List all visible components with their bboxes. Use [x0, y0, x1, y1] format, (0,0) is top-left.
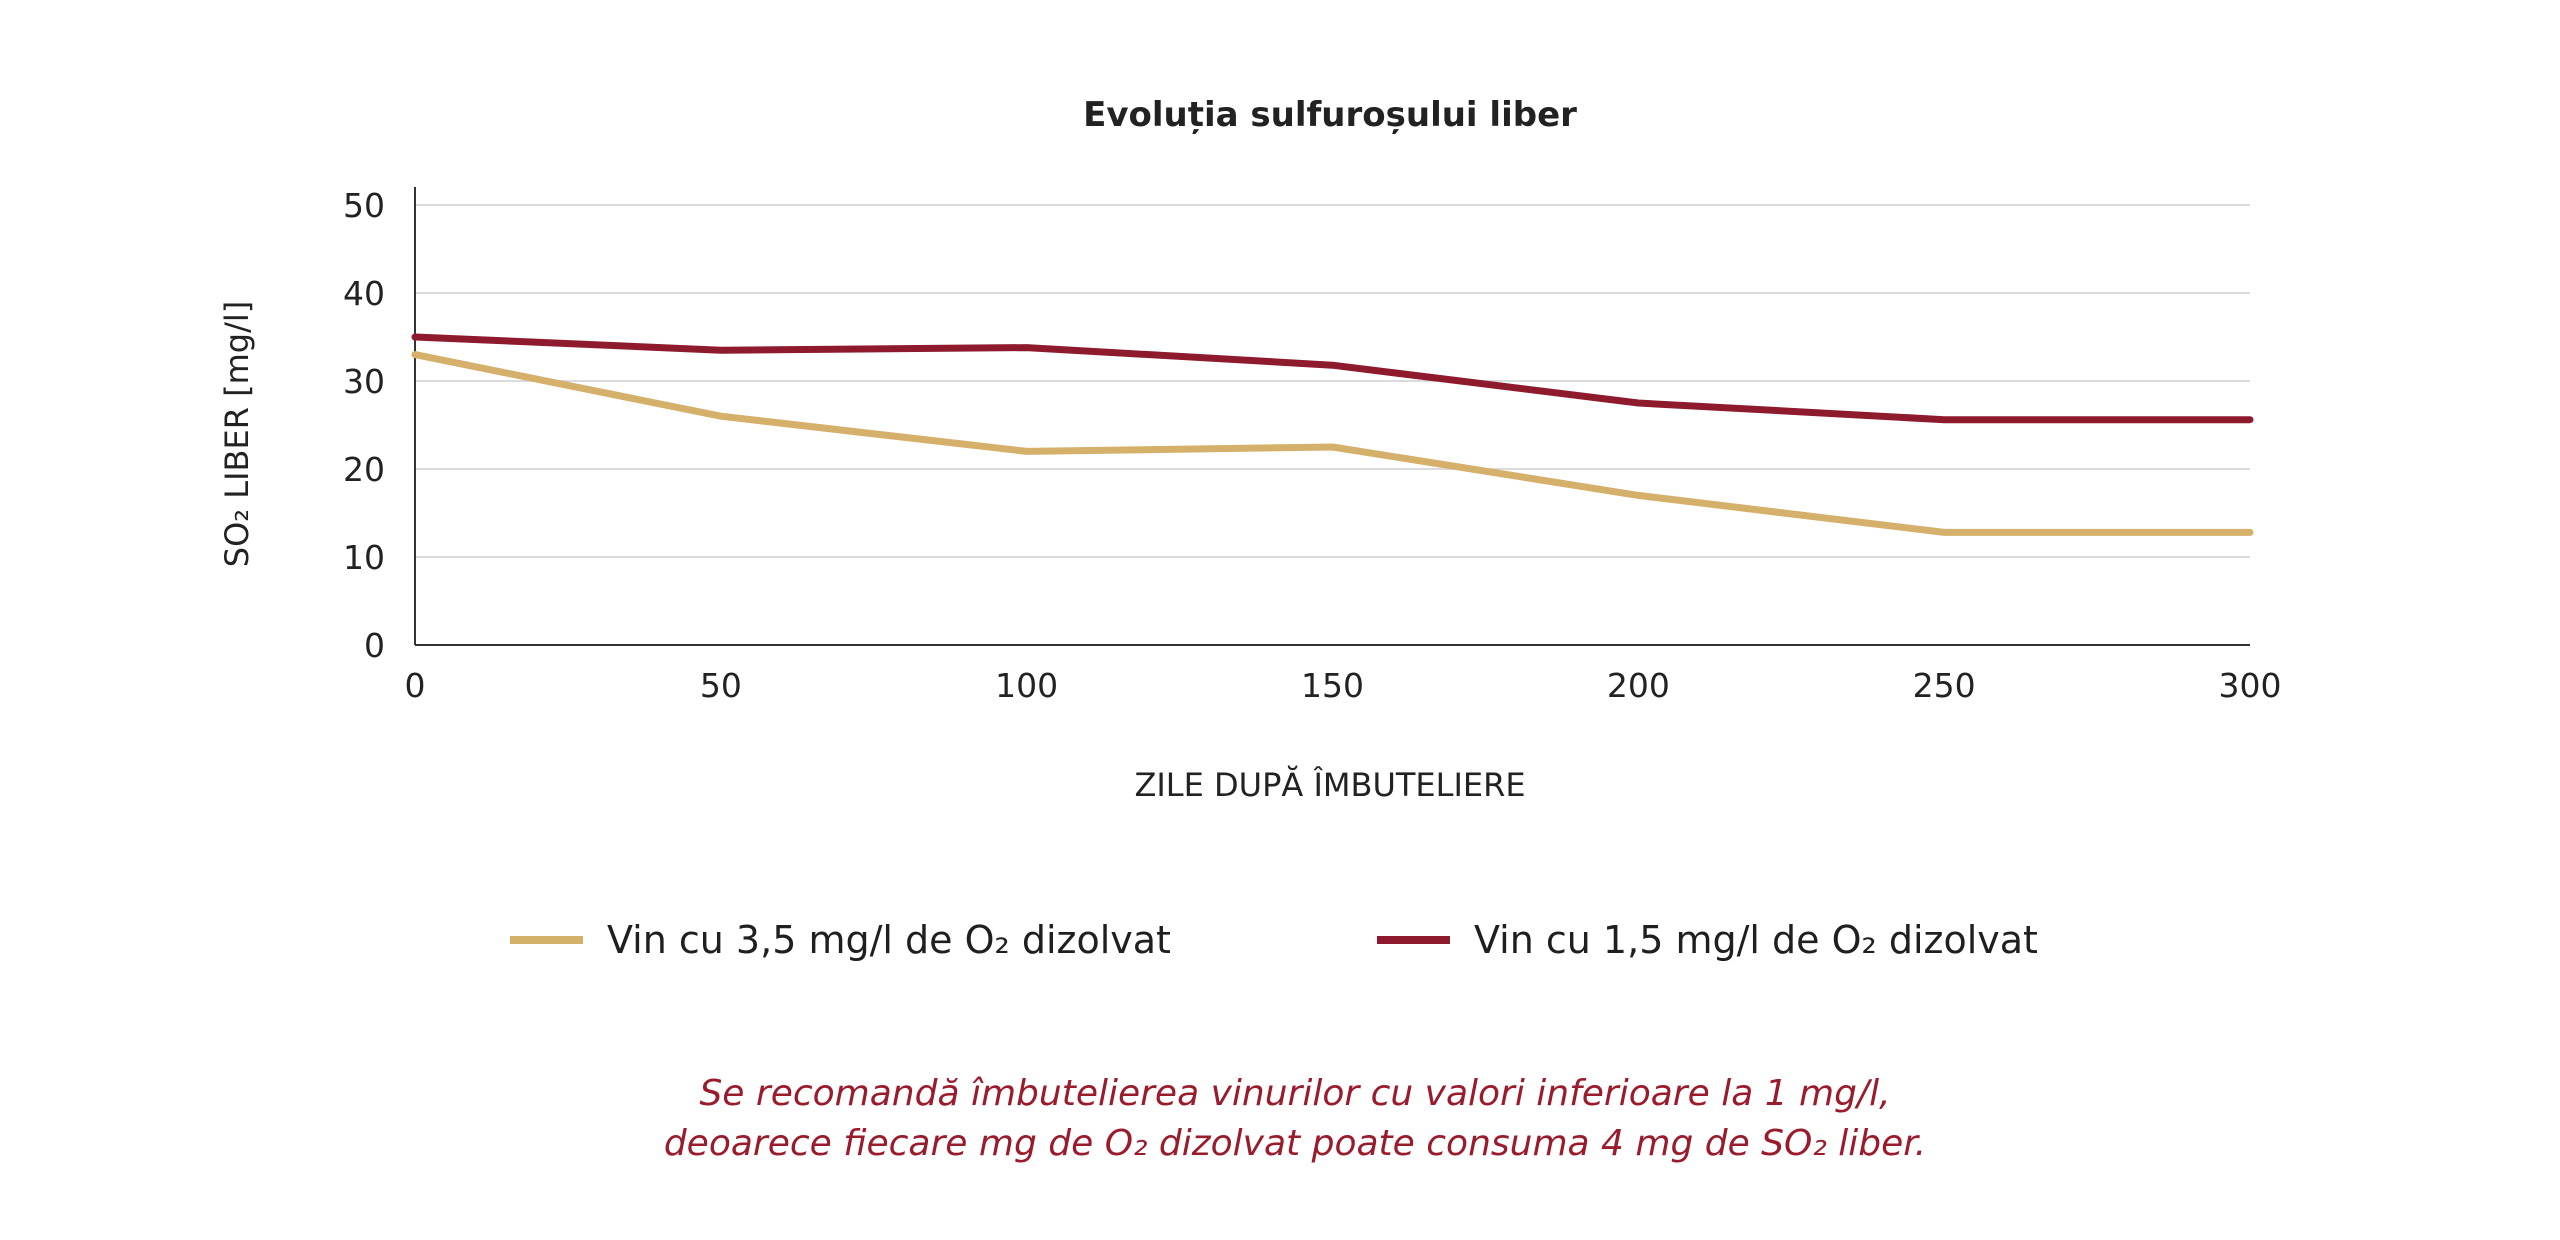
x-tick-label-150: 150: [1301, 666, 1364, 705]
series-line-1: [411, 351, 2254, 536]
data-point-series-2-6: [2249, 418, 2252, 421]
x-tick-label-50: 50: [700, 666, 742, 705]
data-point-series-1-5: [1943, 531, 1946, 534]
grid-lines: [415, 204, 2250, 558]
y-tick-labels: 0 10 20 30 40 50: [343, 186, 385, 665]
x-tick-label-250: 250: [1913, 666, 1976, 705]
data-point-series-1-2: [1025, 450, 1028, 453]
x-tick-label-0: 0: [405, 666, 426, 705]
y-tick-label-20: 20: [343, 450, 385, 489]
legend-label-series-1: Vin cu 3,5 mg/l de O₂ dizolvat: [607, 918, 1171, 962]
data-point-series-1-3: [1331, 446, 1334, 449]
data-point-series-2-0: [414, 336, 417, 339]
recommendation-note: Se recomandă îmbutelierea vinurilor cu v…: [664, 1073, 1926, 1164]
y-tick-label-0: 0: [364, 626, 385, 665]
x-axis-label: ZILE DUPĂ ÎMBUTELIERE: [1134, 765, 1525, 804]
legend-label-series-2: Vin cu 1,5 mg/l de O₂ dizolvat: [1474, 918, 2038, 962]
chart-title: Evoluția sulfuroșului liber: [1083, 95, 1577, 135]
data-point-series-1-0: [414, 353, 417, 356]
x-tick-label-300: 300: [2219, 666, 2282, 705]
note-line-2: deoarece fiecare mg de O₂ dizolvat poate…: [664, 1123, 1926, 1164]
y-axis-label: SO₂ LIBER [mg/l]: [218, 301, 256, 567]
y-tick-label-10: 10: [343, 538, 385, 577]
data-point-series-1-1: [719, 415, 722, 418]
y-tick-label-50: 50: [343, 186, 385, 225]
x-tick-label-100: 100: [995, 666, 1058, 705]
series-line-2: [411, 333, 2254, 424]
data-point-series-2-3: [1331, 364, 1334, 367]
y-tick-label-40: 40: [343, 274, 385, 313]
data-point-series-2-4: [1637, 402, 1640, 405]
data-point-series-2-5: [1943, 418, 1946, 421]
axes: [414, 187, 2250, 646]
x-tick-label-200: 200: [1607, 666, 1670, 705]
data-point-series-2-2: [1025, 346, 1028, 349]
note-line-1: Se recomandă îmbutelierea vinurilor cu v…: [699, 1073, 1890, 1114]
y-tick-label-30: 30: [343, 362, 385, 401]
data-point-series-2-1: [719, 349, 722, 352]
legend: Vin cu 3,5 mg/l de O₂ dizolvat Vin cu 1,…: [510, 918, 2038, 962]
x-tick-labels: 0 50 100 150 200 250 300: [405, 666, 2282, 705]
data-point-series-1-6: [2249, 531, 2252, 534]
data-point-series-1-4: [1637, 494, 1640, 497]
series-lines: [411, 333, 2254, 536]
